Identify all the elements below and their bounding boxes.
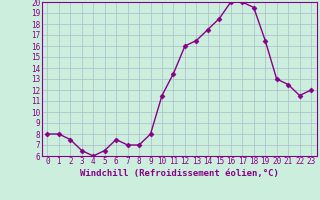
X-axis label: Windchill (Refroidissement éolien,°C): Windchill (Refroidissement éolien,°C) (80, 169, 279, 178)
